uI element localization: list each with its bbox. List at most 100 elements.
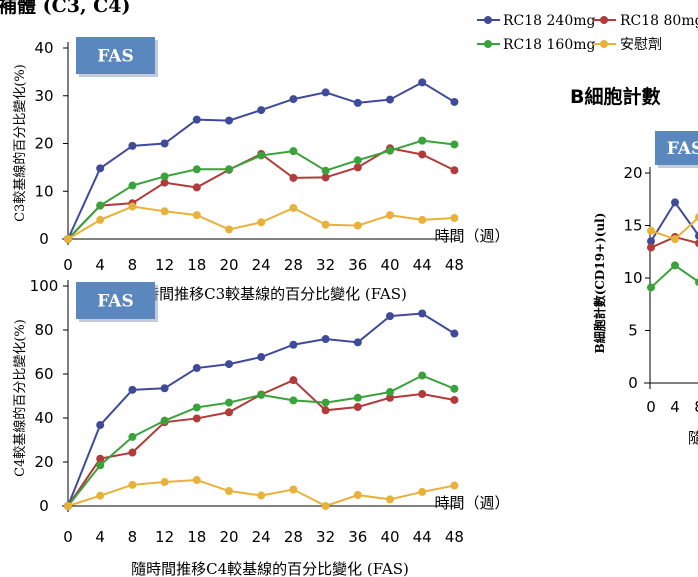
data-point [128, 385, 137, 394]
data-point [192, 403, 201, 412]
data-point [160, 172, 169, 181]
data-point [695, 239, 698, 248]
y-tick-label: 30 [34, 87, 53, 105]
y-axis-label: C3較基線的百分比變化(%) [12, 64, 28, 222]
data-point [353, 221, 362, 230]
x-tick-label: 44 [413, 528, 432, 546]
x-tick-label: 40 [380, 528, 399, 546]
data-point [289, 173, 298, 182]
x-tick-label: 40 [380, 256, 399, 274]
data-point [386, 495, 394, 504]
y-tick-label: 0 [39, 230, 49, 248]
data-point [386, 393, 394, 402]
data-point [128, 181, 137, 190]
data-point [353, 156, 362, 165]
x-tick-label: 4 [95, 256, 105, 274]
data-point [257, 218, 266, 227]
data-point [450, 213, 459, 222]
data-point [289, 147, 298, 156]
data-point [289, 95, 298, 104]
x-axis-inline-label: 時間（週） [434, 494, 509, 512]
data-point [418, 215, 427, 224]
data-point [671, 235, 679, 244]
bcell-title: B細胞計數 [570, 85, 660, 108]
data-point [386, 388, 394, 397]
x-axis-inline-label: 時間（週） [434, 227, 509, 245]
data-point [64, 235, 72, 243]
fas-badge [76, 282, 155, 319]
data-point [192, 165, 201, 174]
legend: RC18 240mg RC18 80mg RC18 160mg 安慰劑 [477, 13, 698, 53]
data-point [257, 353, 266, 362]
data-point [128, 448, 137, 457]
data-point [225, 360, 233, 369]
y-tick-label: 40 [34, 39, 53, 57]
chart-caption: 隨時間推移C3較基線的百分比變化 (FAS) [129, 285, 407, 303]
data-point [96, 421, 105, 430]
legend-item-placebo: 安慰劑 [593, 36, 662, 53]
x-tick-label: 12 [155, 256, 174, 274]
data-point [225, 398, 233, 407]
legend-label: RC18 240mg [503, 13, 596, 29]
x-tick-label: 48 [445, 528, 464, 546]
x-tick-label: 32 [316, 528, 335, 546]
figure-title: 補體 (C3, C4) [0, 0, 131, 17]
data-point [695, 278, 698, 287]
y-tick-label: 100 [30, 277, 59, 295]
data-point [647, 237, 655, 246]
fas-badge [76, 37, 155, 74]
x-tick-label: 28 [284, 256, 303, 274]
x-tick-label: 8 [128, 528, 138, 546]
fas-badge-label: FAS [97, 292, 134, 312]
data-point [321, 406, 330, 415]
data-point [192, 414, 201, 423]
x-tick-label: 28 [284, 528, 303, 546]
x-tick-label: 44 [413, 256, 432, 274]
data-point [96, 164, 105, 173]
data-point [128, 480, 137, 489]
data-point [450, 140, 459, 149]
data-point [418, 309, 427, 318]
data-point [386, 211, 394, 220]
data-point [695, 213, 698, 221]
x-tick-label: 8 [694, 398, 698, 416]
data-point [418, 371, 427, 380]
x-tick-label: 18 [187, 528, 206, 546]
data-point [647, 226, 655, 235]
data-point [450, 329, 459, 338]
x-tick-label: 36 [348, 528, 367, 546]
data-point [353, 403, 362, 411]
x-tick-label: 0 [63, 528, 73, 546]
x-tick-label: 4 [670, 398, 680, 416]
data-point [225, 165, 233, 174]
chart-caption: 隨時間推移C4較基線的百分比變化 (FAS) [131, 560, 409, 577]
fas-badge-label: FAS [667, 139, 698, 159]
data-point [289, 203, 298, 212]
y-tick-label: 15 [623, 217, 642, 235]
data-point [671, 261, 679, 270]
data-point [450, 384, 459, 393]
data-point [225, 225, 233, 234]
data-point [647, 243, 655, 252]
data-point [128, 141, 137, 150]
y-tick-label: 10 [623, 269, 642, 287]
x-tick-label: 32 [316, 256, 335, 274]
legend-label: RC18 80mg [620, 13, 698, 29]
data-point [96, 215, 105, 224]
data-point [289, 396, 298, 405]
data-point [257, 390, 266, 399]
data-point [160, 478, 169, 487]
x-tick-label: 4 [95, 528, 105, 546]
y-axis-label: B細胞計數(CD19+)(ul) [592, 213, 607, 354]
data-point [671, 198, 679, 207]
data-point [321, 88, 330, 97]
data-point [386, 146, 394, 155]
data-point [353, 163, 362, 172]
data-point [160, 139, 169, 148]
y-axis-label: C4較基線的百分比變化(%) [12, 319, 28, 477]
data-point [647, 283, 655, 292]
data-point [321, 398, 330, 407]
